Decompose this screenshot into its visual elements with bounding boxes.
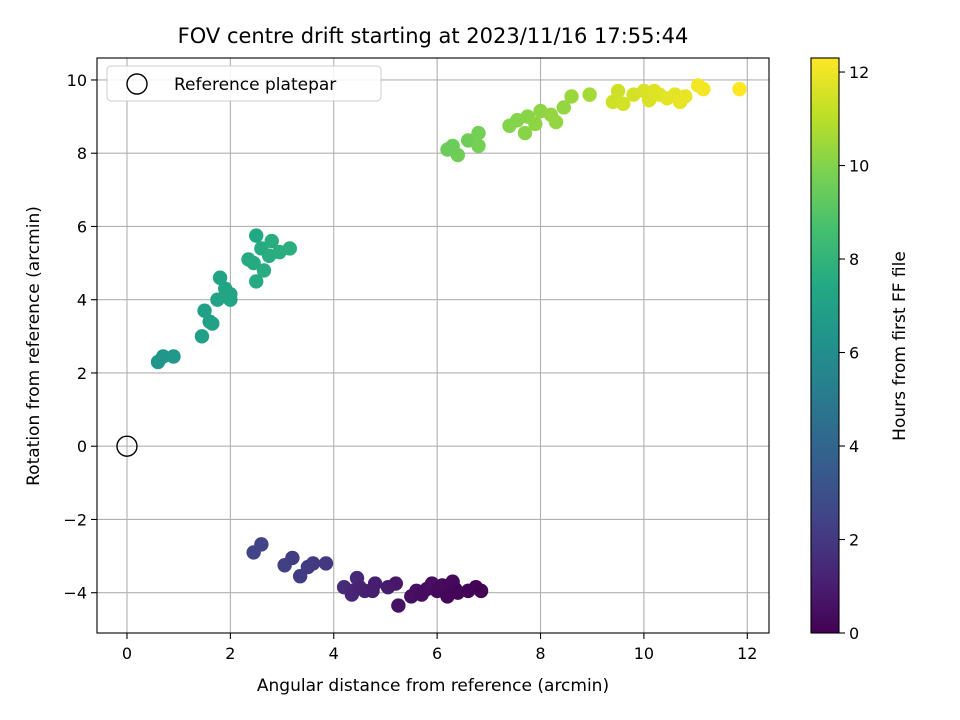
data-point	[249, 274, 264, 289]
data-point	[205, 316, 220, 331]
data-point	[249, 228, 264, 243]
colorbar-tick-label: 0	[849, 624, 859, 643]
x-axis-label: Angular distance from reference (arcmin)	[257, 676, 609, 696]
data-point	[282, 241, 298, 256]
y-axis-ticks: −4 −2 0 2 4 6 8 10	[63, 71, 97, 603]
data-point	[285, 550, 300, 566]
colorbar-tick-label: 4	[849, 437, 859, 456]
data-point	[556, 100, 571, 115]
chart-title: FOV centre drift starting at 2023/11/16 …	[178, 24, 689, 48]
data-point	[678, 89, 693, 104]
colorbar-tick-label: 10	[849, 157, 869, 176]
x-tick-label: 8	[535, 644, 545, 663]
data-point	[732, 81, 747, 97]
data-point	[610, 83, 626, 99]
data-point	[166, 349, 181, 364]
y-tick-label: 6	[77, 217, 87, 236]
data-point	[197, 303, 212, 318]
colorbar-ticks: 0 2 4 6 8 10 12	[839, 63, 869, 643]
colorbar-tick-label: 12	[849, 63, 869, 82]
y-tick-label: 2	[77, 364, 87, 383]
x-axis-ticks: 0 2 4 6 8 10 12	[122, 633, 757, 663]
data-point	[264, 233, 279, 249]
data-point	[155, 349, 171, 364]
data-point	[616, 96, 631, 111]
x-tick-label: 4	[329, 644, 339, 663]
x-tick-label: 0	[122, 644, 132, 663]
legend-label: Reference platepar	[174, 75, 336, 95]
data-point	[528, 116, 543, 132]
y-tick-label: 4	[77, 291, 87, 310]
legend-marker	[126, 73, 148, 95]
data-point	[246, 255, 261, 271]
data-point	[388, 576, 403, 591]
colorbar-tick-label: 8	[849, 250, 859, 269]
plot-frame	[96, 57, 770, 634]
data-point	[210, 292, 225, 307]
x-tick-label: 10	[634, 644, 654, 663]
colorbar-tick-label: 6	[849, 344, 859, 363]
legend: Reference platepar	[106, 65, 382, 102]
data-point	[473, 583, 489, 599]
colorbar-tick-label: 2	[849, 531, 859, 550]
data-point	[305, 556, 321, 571]
data-point	[517, 125, 533, 141]
data-point	[564, 89, 579, 104]
data-point	[548, 114, 564, 130]
y-tick-label: −4	[63, 584, 87, 603]
scatter-points	[150, 78, 747, 613]
grid	[97, 58, 769, 633]
data-point	[450, 147, 466, 163]
data-point	[471, 138, 486, 154]
data-point	[223, 292, 238, 307]
data-point	[696, 81, 711, 97]
data-point	[254, 537, 269, 552]
data-point	[212, 270, 228, 285]
data-point	[471, 125, 486, 141]
y-tick-label: 0	[77, 437, 87, 456]
data-point	[194, 329, 210, 344]
y-tick-label: 8	[77, 144, 87, 163]
data-point	[391, 598, 406, 613]
data-point	[256, 263, 272, 278]
colorbar	[810, 57, 840, 634]
x-tick-label: 2	[225, 644, 235, 663]
x-tick-label: 12	[737, 644, 757, 663]
data-point	[367, 576, 383, 591]
data-point	[582, 87, 597, 102]
reference-platepar-marker	[116, 435, 138, 457]
x-tick-label: 6	[432, 644, 442, 663]
y-tick-label: 10	[67, 71, 87, 90]
y-axis-label: Rotation from reference (arcmin)	[24, 206, 44, 486]
y-tick-label: −2	[63, 510, 87, 529]
colorbar-label: Hours from first FF file	[890, 251, 910, 441]
data-point	[318, 556, 334, 571]
legend-box	[106, 65, 382, 102]
